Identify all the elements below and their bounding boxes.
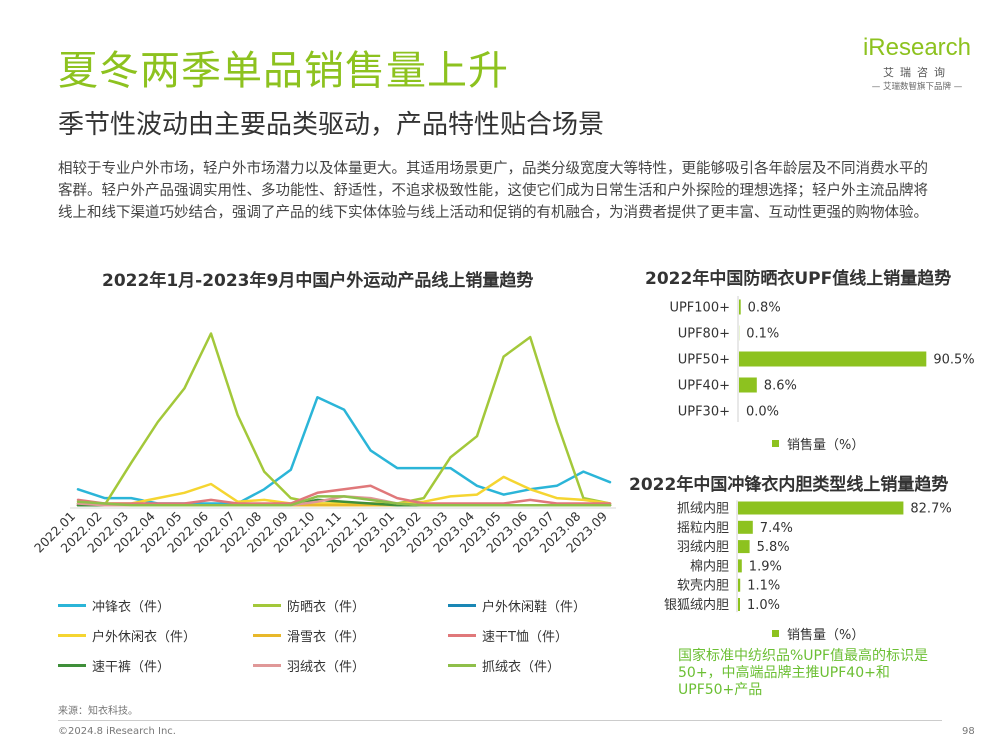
upf-category-label: UPF50+: [678, 353, 730, 368]
trend-legend-swatch: [253, 664, 281, 667]
jacket-category-label: 棉内胆: [690, 558, 729, 574]
upf-category-label: UPF100+: [669, 301, 730, 316]
jacket-category-label: 摇粒内胆: [677, 520, 729, 536]
upf-legend: 销售量（%）: [772, 434, 864, 453]
trend-chart-title: 2022年1月-2023年9月中国户外运动产品线上销量趋势: [102, 271, 534, 291]
page-number: 98: [962, 726, 975, 737]
jacket-legend-swatch: [772, 630, 779, 637]
intro-paragraph: 相较于专业户外市场，轻户外市场潜力以及体量更大。其适用场景更广，品类分级宽度大等…: [58, 161, 928, 221]
upf-chart-title: 2022年中国防晒衣UPF值线上销量趋势: [645, 269, 952, 289]
jacket-legend: 销售量（%）: [772, 624, 864, 643]
jacket-value-label: 82.7%: [910, 502, 951, 517]
upf-category-label: UPF40+: [678, 379, 730, 394]
footer-divider: [58, 720, 942, 721]
upf-bar: [739, 299, 741, 315]
upf-legend-label: 销售量（%）: [787, 438, 865, 453]
jacket-bar: [738, 501, 904, 515]
iresearch-logo: iResearch 艾瑞咨询 — 艾瑞数智旗下品牌 —: [862, 34, 972, 92]
trend-legend-label: 滑雪衣（件）: [287, 630, 366, 645]
trend-legend-swatch: [448, 634, 476, 637]
trend-legend-item: 冲锋衣（件）: [58, 596, 170, 615]
trend-legend-label: 冲锋衣（件）: [92, 600, 171, 615]
trend-legend-swatch: [58, 634, 86, 637]
upf-category-label: UPF80+: [678, 327, 730, 342]
jacket-value-label: 1.0%: [747, 598, 780, 613]
trend-series-line-9: [76, 495, 612, 507]
jacket-value-label: 7.4%: [760, 521, 793, 536]
upf-value-label: 0.8%: [748, 301, 781, 316]
jacket-legend-label: 销售量（%）: [787, 628, 865, 643]
jacket-category-label: 银狐绒内胆: [664, 597, 729, 613]
jacket-value-label: 1.9%: [749, 559, 782, 574]
trend-legend-label: 防晒衣（件）: [287, 600, 366, 615]
jacket-bar: [738, 598, 740, 611]
trend-legend-label: 速干T恤（件）: [482, 630, 568, 645]
trend-legend-item: 羽绒衣（件）: [253, 656, 365, 675]
upf-bar: [739, 351, 927, 367]
jacket-bar: [738, 520, 753, 534]
trend-legend-label: 速干裤（件）: [92, 660, 171, 675]
trend-legend-item: 抓绒衣（件）: [448, 656, 560, 675]
trend-legend-item: 速干裤（件）: [58, 656, 170, 675]
page-subtitle: 季节性波动由主要品类驱动，产品特性贴合场景: [58, 110, 605, 140]
trend-legend-swatch: [253, 604, 281, 607]
logo-cn: 艾瑞咨询: [883, 66, 951, 79]
upf-value-label: 0.0%: [746, 405, 779, 420]
trend-legend-item: 防晒衣（件）: [253, 596, 365, 615]
trend-legend-swatch: [253, 634, 281, 637]
jacket-bar: [738, 578, 741, 592]
jacket-bar: [738, 559, 742, 573]
trend-legend-swatch: [448, 664, 476, 667]
jacket-value-label: 1.1%: [747, 579, 780, 594]
upf-note: 国家标准中纺织品%UPF值最高的标识是50+，中高端品牌主推UPF40+和UPF…: [678, 648, 929, 698]
trend-legend-swatch: [58, 664, 86, 667]
logo-brand: iResearch: [862, 34, 972, 61]
trend-series-line-6: [76, 484, 612, 505]
trend-legend-label: 抓绒衣（件）: [482, 660, 561, 675]
jacket-category-label: 软壳内胆: [677, 578, 729, 594]
jacket-category-label: 羽绒内胆: [677, 539, 729, 555]
page-title: 夏冬两季单品销售量上升: [58, 48, 509, 94]
jacket-chart-title: 2022年中国冲锋衣内胆类型线上销量趋势: [629, 475, 949, 495]
trend-legend-item: 户外休闲衣（件）: [58, 626, 196, 645]
upf-value-label: 0.1%: [746, 327, 779, 342]
trend-series-line-1: [76, 396, 612, 505]
jacket-value-label: 5.8%: [757, 540, 790, 555]
copyright: ©2024.8 iResearch Inc.: [58, 726, 176, 737]
trend-legend-swatch: [58, 604, 86, 607]
trend-legend-label: 羽绒衣（件）: [287, 660, 366, 675]
upf-value-label: 8.6%: [764, 379, 797, 394]
trend-legend-item: 速干T恤（件）: [448, 626, 568, 645]
trend-series-line-2: [76, 332, 612, 507]
trend-legend-label: 户外休闲衣（件）: [92, 630, 197, 645]
upf-value-label: 90.5%: [933, 353, 974, 368]
trend-legend-label: 户外休闲鞋（件）: [482, 600, 587, 615]
trend-legend-item: 户外休闲鞋（件）: [448, 596, 586, 615]
jacket-bar: [738, 540, 750, 554]
upf-category-label: UPF30+: [678, 405, 730, 420]
upf-bar: [739, 377, 757, 393]
trend-legend-item: 滑雪衣（件）: [253, 626, 365, 645]
jacket-category-label: 抓绒内胆: [677, 501, 729, 517]
source-note: 来源：知衣科技。: [58, 706, 138, 717]
trend-legend-swatch: [448, 604, 476, 607]
upf-legend-swatch: [772, 440, 779, 447]
trend-series-line-4: [76, 475, 612, 505]
logo-slogan: — 艾瑞数智旗下品牌 —: [871, 82, 963, 92]
